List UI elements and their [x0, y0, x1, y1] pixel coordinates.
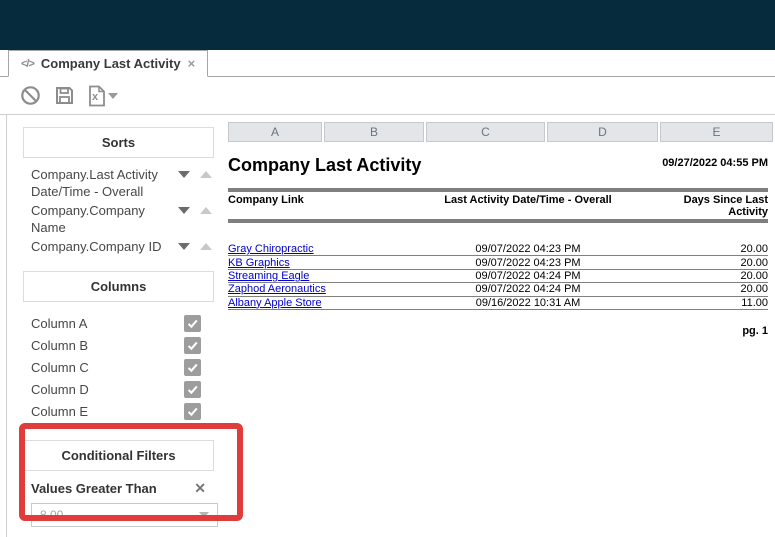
table-row: KB Graphics 09/07/2022 04:23 PM 20.00 — [228, 256, 768, 270]
column-checkbox[interactable] — [184, 358, 201, 376]
filter-value-dropdown[interactable]: 8.00 — [31, 503, 218, 527]
page-number: pg. 1 — [742, 324, 768, 337]
last-activity-cell: 09/16/2022 10:31 AM — [475, 296, 581, 309]
column-checkbox[interactable] — [184, 336, 201, 354]
sort-ascending-icon[interactable] — [200, 243, 212, 250]
sort-item: Company.Last Activity Date/Time - Overal… — [31, 166, 216, 200]
column-label: Column B — [31, 337, 89, 353]
tab-close-icon[interactable]: × — [187, 56, 196, 71]
remove-filter-icon[interactable]: ✕ — [194, 480, 206, 496]
sorts-section-header: Sorts — [23, 127, 214, 158]
company-link[interactable]: Albany Apple Store — [228, 296, 322, 309]
cancel-icon[interactable] — [20, 85, 41, 106]
report-title: Company Last Activity — [228, 155, 422, 175]
column-toggle-row: Column C — [31, 356, 201, 378]
sheet-column-headers: A B C D E — [228, 122, 775, 142]
sort-item: Company.Company ID — [31, 238, 216, 255]
main-area: Sorts Company.Last Activity Date/Time - … — [0, 115, 775, 537]
filter-name: Values Greater Than — [31, 481, 157, 496]
sort-descending-icon[interactable] — [178, 171, 190, 178]
column-label: Column D — [31, 381, 89, 397]
columns-section-header: Columns — [23, 271, 214, 302]
tab-company-last-activity[interactable]: </> Company Last Activity × — [8, 50, 209, 77]
company-link[interactable]: Gray Chiropractic — [228, 243, 314, 256]
filter-row: Values Greater Than ✕ — [31, 480, 206, 497]
table-row: Gray Chiropractic 09/07/2022 04:23 PM 20… — [228, 243, 768, 257]
sort-descending-icon[interactable] — [178, 243, 190, 250]
days-since-cell: 11.00 — [741, 296, 768, 309]
excel-letter: x — [92, 90, 99, 103]
last-activity-cell: 09/07/2022 04:24 PM — [475, 283, 581, 296]
days-since-cell: 20.00 — [740, 256, 768, 269]
column-toggle-row: Column E — [31, 400, 201, 422]
tab-bar: </> Company Last Activity × — [0, 50, 775, 77]
sort-item-label: Company.Company Name — [31, 203, 145, 235]
app-top-bar — [0, 0, 775, 50]
company-link[interactable]: Zaphod Aeronautics — [228, 283, 326, 296]
dropdown-caret-icon — [199, 512, 209, 518]
header-divider — [228, 188, 768, 192]
code-icon: </> — [21, 57, 35, 70]
sheet-column-header[interactable]: A — [228, 122, 322, 142]
days-since-cell: 20.00 — [740, 269, 768, 282]
days-since-cell: 20.00 — [740, 283, 768, 296]
column-checkbox[interactable] — [184, 314, 201, 332]
report-timestamp: 09/27/2022 04:55 PM — [662, 157, 768, 169]
table-row: Albany Apple Store 09/16/2022 10:31 AM 1… — [228, 297, 768, 310]
last-activity-cell: 09/07/2022 04:23 PM — [475, 256, 581, 269]
sheet-column-header[interactable]: E — [660, 122, 773, 142]
toolbar: x — [0, 77, 775, 115]
sort-item-label: Company.Last Activity Date/Time - Overal… — [31, 167, 158, 199]
sort-descending-icon[interactable] — [178, 207, 190, 214]
header-divider — [228, 219, 768, 223]
tab-title: Company Last Activity — [40, 56, 181, 71]
conditional-filters-section-header: Conditional Filters — [23, 440, 214, 471]
column-header-last-activity: Last Activity Date/Time - Overall — [444, 194, 612, 206]
save-icon[interactable] — [54, 85, 75, 106]
column-toggle-row: Column B — [31, 334, 201, 356]
column-header-company-link: Company Link — [228, 194, 304, 206]
filter-value: 8.00 — [40, 508, 64, 522]
column-header-days-since: Days Since Last Activity — [683, 194, 768, 218]
sort-ascending-icon[interactable] — [200, 207, 212, 214]
last-activity-cell: 09/07/2022 04:23 PM — [475, 243, 581, 256]
column-toggle-row: Column D — [31, 378, 201, 400]
sheet-column-header[interactable]: C — [426, 122, 545, 142]
column-label: Column A — [31, 315, 88, 331]
sort-ascending-icon[interactable] — [200, 171, 212, 178]
column-checkbox[interactable] — [184, 380, 201, 398]
table-row: Streaming Eagle 09/07/2022 04:24 PM 20.0… — [228, 269, 768, 284]
export-dropdown-caret-icon[interactable] — [108, 92, 118, 99]
sort-item-label: Company.Company ID — [31, 239, 162, 254]
excel-export-icon — [89, 85, 105, 106]
sheet-column-header[interactable]: D — [547, 122, 658, 142]
excel-export-button[interactable]: x — [88, 85, 118, 107]
sort-item: Company.Company Name — [31, 202, 216, 236]
report-options-panel: Sorts Company.Last Activity Date/Time - … — [6, 115, 243, 537]
sheet-column-header[interactable]: B — [324, 122, 424, 142]
column-label: Column C — [31, 359, 89, 375]
column-toggle-row: Column A — [31, 312, 201, 334]
column-label: Column E — [31, 403, 89, 419]
sorts-list: Company.Last Activity Date/Time - Overal… — [31, 166, 216, 255]
column-checkbox[interactable] — [184, 402, 201, 420]
company-link[interactable]: KB Graphics — [228, 256, 290, 269]
company-link[interactable]: Streaming Eagle — [228, 269, 310, 282]
days-since-cell: 20.00 — [740, 243, 768, 256]
columns-list: Column A Column B Column C Column D Colu… — [31, 312, 201, 422]
table-row: Zaphod Aeronautics 09/07/2022 04:24 PM 2… — [228, 283, 768, 297]
last-activity-cell: 09/07/2022 04:24 PM — [475, 269, 581, 282]
report-preview: A B C D E Company Last Activity 09/27/20… — [228, 122, 775, 337]
table-header-row: Company Link Last Activity Date/Time - O… — [228, 192, 768, 219]
